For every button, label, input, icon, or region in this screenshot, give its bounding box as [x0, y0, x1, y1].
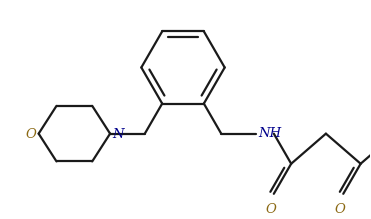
Text: NH: NH: [258, 127, 281, 140]
Text: O: O: [265, 203, 276, 216]
Text: N: N: [112, 128, 124, 141]
Text: O: O: [335, 203, 346, 216]
Text: O: O: [26, 128, 37, 141]
